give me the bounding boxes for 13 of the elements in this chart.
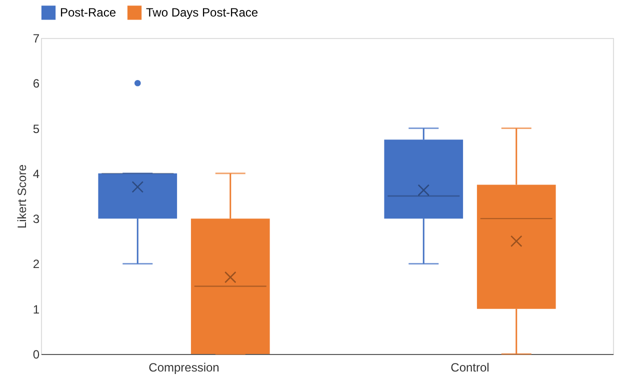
y-tick-label: 0 xyxy=(32,348,40,362)
legend-label: Post-Race xyxy=(60,6,116,20)
x-tick-label: Control xyxy=(450,360,490,374)
x-tick-label: Compression xyxy=(148,360,220,374)
legend-label: Two Days Post-Race xyxy=(146,6,258,20)
y-tick-label: 5 xyxy=(32,122,40,136)
y-axis-title: Likert Score xyxy=(14,164,29,229)
y-tick-label: 7 xyxy=(32,32,40,46)
y-tick-label: 4 xyxy=(32,166,40,181)
y-tick-label: 1 xyxy=(32,302,40,316)
y-tick-label: 3 xyxy=(32,212,40,226)
y-tick-label: 6 xyxy=(32,76,40,91)
y-tick-label: 2 xyxy=(32,257,40,272)
